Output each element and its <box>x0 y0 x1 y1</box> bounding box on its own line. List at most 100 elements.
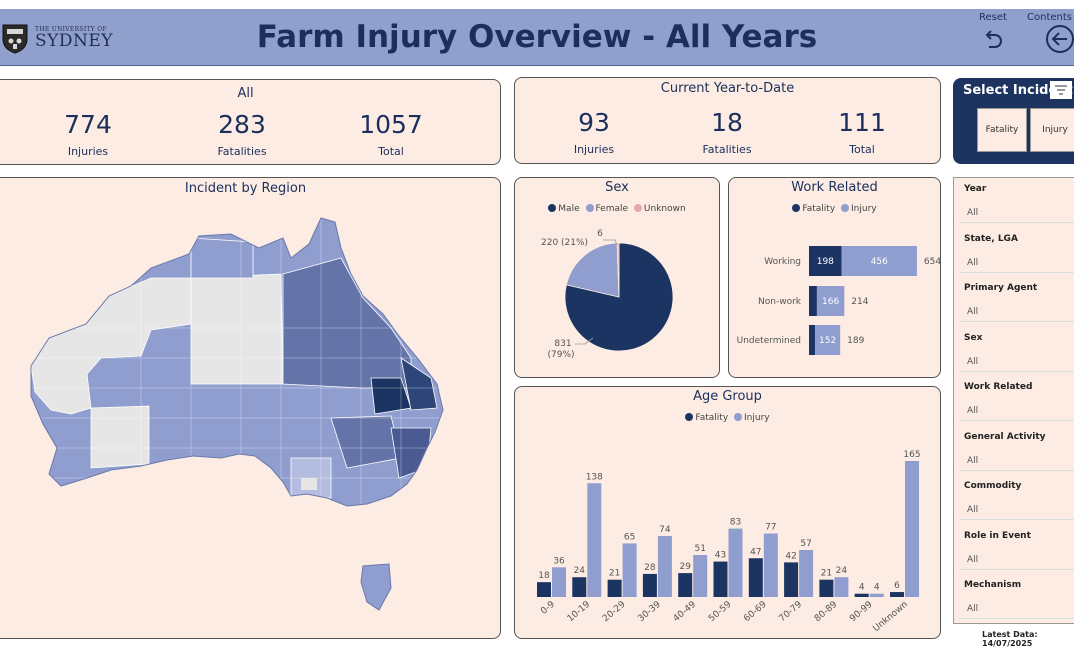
legend-fatality: Fatality <box>802 204 836 214</box>
age-bar-fatality <box>819 579 834 597</box>
contents-label: Contents <box>1027 12 1072 23</box>
legend-swatch <box>685 413 694 421</box>
reset-button[interactable]: Reset <box>972 12 1014 53</box>
age-category-label: 40-49 <box>672 599 699 624</box>
pie-label-female: 220 (21%) <box>541 238 588 248</box>
all-card-title: All <box>237 86 254 101</box>
age-bar-injury <box>834 577 849 597</box>
legend-injury: Injury <box>744 413 770 423</box>
age-bar-fatality <box>748 558 763 597</box>
kpi-label: Injuries <box>573 143 615 156</box>
age-bar-injury <box>657 536 672 597</box>
back-arrow-icon <box>1046 25 1074 53</box>
legend-swatch <box>585 204 594 212</box>
ytd-fatalities-kpi: 18 Fatalities <box>672 108 782 156</box>
slicer-title: Select Incident <box>963 83 1073 98</box>
filter-icon[interactable] <box>1050 81 1072 99</box>
age-bar-fatality <box>890 592 904 597</box>
sex-legend: Male Female Unknown <box>515 204 719 214</box>
work-label-injury: 166 <box>822 297 839 307</box>
legend-swatch <box>633 204 642 212</box>
age-data-label: 74 <box>659 525 671 535</box>
filter-dropdown[interactable]: All <box>959 302 1074 322</box>
age-bar-injury <box>763 533 778 597</box>
sex-chart-title: Sex <box>605 180 629 195</box>
legend-fatality: Fatality <box>695 413 729 423</box>
age-bar-fatality <box>678 573 693 597</box>
age-bar-fatality <box>642 573 657 597</box>
legend-female: Female <box>595 204 629 214</box>
age-data-label: 21 <box>821 569 832 579</box>
all-kpi-card: All 774 Injuries 283 Fatalities 1057 Tot… <box>0 79 501 165</box>
legend-swatch <box>792 204 801 212</box>
legend-swatch <box>841 204 850 212</box>
kpi-value: 1057 <box>359 110 423 139</box>
ytd-injuries-kpi: 93 Injuries <box>539 108 649 156</box>
filter-dropdown[interactable]: All <box>959 450 1074 471</box>
header-bar: THE UNIVERSITY OF SYDNEY Farm Injury Ove… <box>0 9 1074 66</box>
filter-dropdown[interactable]: All <box>959 500 1074 520</box>
kpi-value: 774 <box>64 110 112 139</box>
age-data-label: 18 <box>538 571 550 581</box>
work-related-card: Work Related Fatality Injury Working 198 4… <box>728 177 941 378</box>
logo-big-text: SYDNEY <box>35 30 114 51</box>
fatality-option-button[interactable]: Fatality <box>977 108 1027 152</box>
age-data-label: 65 <box>624 532 635 542</box>
contents-button[interactable]: Contents <box>1024 12 1074 55</box>
injury-option-button[interactable]: Injury <box>1030 108 1074 152</box>
sex-pie-chart[interactable]: 831(79%) 220 (21%) 6 <box>515 178 721 379</box>
filter-label: State, LGA <box>964 233 1018 244</box>
age-data-label: 6 <box>894 581 900 591</box>
age-legend: Fatality Injury <box>515 413 940 423</box>
age-bar-injury <box>552 567 566 597</box>
work-bar-fatality <box>809 246 842 276</box>
age-category-label: 50-59 <box>707 599 734 624</box>
legend-unknown: Unknown <box>643 204 686 214</box>
work-related-chart[interactable]: Working 198 456 654 Non-work 166 214 Undetermin… <box>729 178 942 379</box>
age-bar-injury <box>693 554 708 597</box>
age-data-label: 51 <box>694 544 705 554</box>
filter-dropdown[interactable]: All <box>959 203 1074 223</box>
all-total-kpi: 1057 Total <box>336 110 446 158</box>
age-data-label: 42 <box>785 551 796 561</box>
age-category-label: 10-19 <box>566 599 593 624</box>
age-bar-fatality <box>537 582 551 597</box>
age-data-label: 36 <box>553 556 565 566</box>
work-bar-fatality <box>809 286 817 316</box>
pie-leader-line <box>603 239 618 246</box>
filter-dropdown[interactable]: All <box>959 252 1074 273</box>
filter-dropdown[interactable]: All <box>959 549 1074 570</box>
age-bar-fatality <box>784 562 799 597</box>
crest-icon <box>2 24 28 54</box>
age-category-label: 80-89 <box>813 599 840 624</box>
age-bar-fatality <box>713 561 728 597</box>
work-category-label: Non-work <box>758 297 802 307</box>
work-bar-injury <box>816 286 845 316</box>
filter-dropdown[interactable]: All <box>959 599 1074 619</box>
age-bar-injury <box>905 461 919 597</box>
region-map-card: Incident by Region <box>0 177 501 639</box>
pie-label-unknown: 6 <box>597 229 603 239</box>
legend-swatch <box>734 413 743 421</box>
age-data-label: 4 <box>859 583 865 593</box>
latest-data-text: Latest Data: 14/07/2025 <box>982 630 1038 648</box>
page-title: Farm Injury Overview - All Years <box>256 19 818 55</box>
map-title: Incident by Region <box>184 181 307 196</box>
kpi-value: 93 <box>578 108 610 137</box>
age-data-label: 77 <box>765 523 776 533</box>
age-data-label: 83 <box>730 518 741 528</box>
filter-dropdown[interactable]: All <box>959 401 1074 421</box>
work-category-label: Working <box>764 257 801 267</box>
kpi-label: Total <box>849 143 875 156</box>
age-category-label: 0-9 <box>539 599 557 616</box>
age-data-label: 21 <box>609 569 620 579</box>
kpi-value: 18 <box>711 108 743 137</box>
filter-dropdown[interactable]: All <box>959 351 1074 372</box>
age-bar-injury <box>622 543 637 597</box>
all-fatalities-kpi: 283 Fatalities <box>187 110 297 158</box>
age-bar-injury <box>728 528 743 597</box>
ytd-card-title: Current Year-to-Date <box>660 81 795 96</box>
australia-map[interactable] <box>0 178 502 640</box>
age-group-card: Age Group Fatality Injury 18 36 0-9 24 138 10… <box>514 386 941 639</box>
